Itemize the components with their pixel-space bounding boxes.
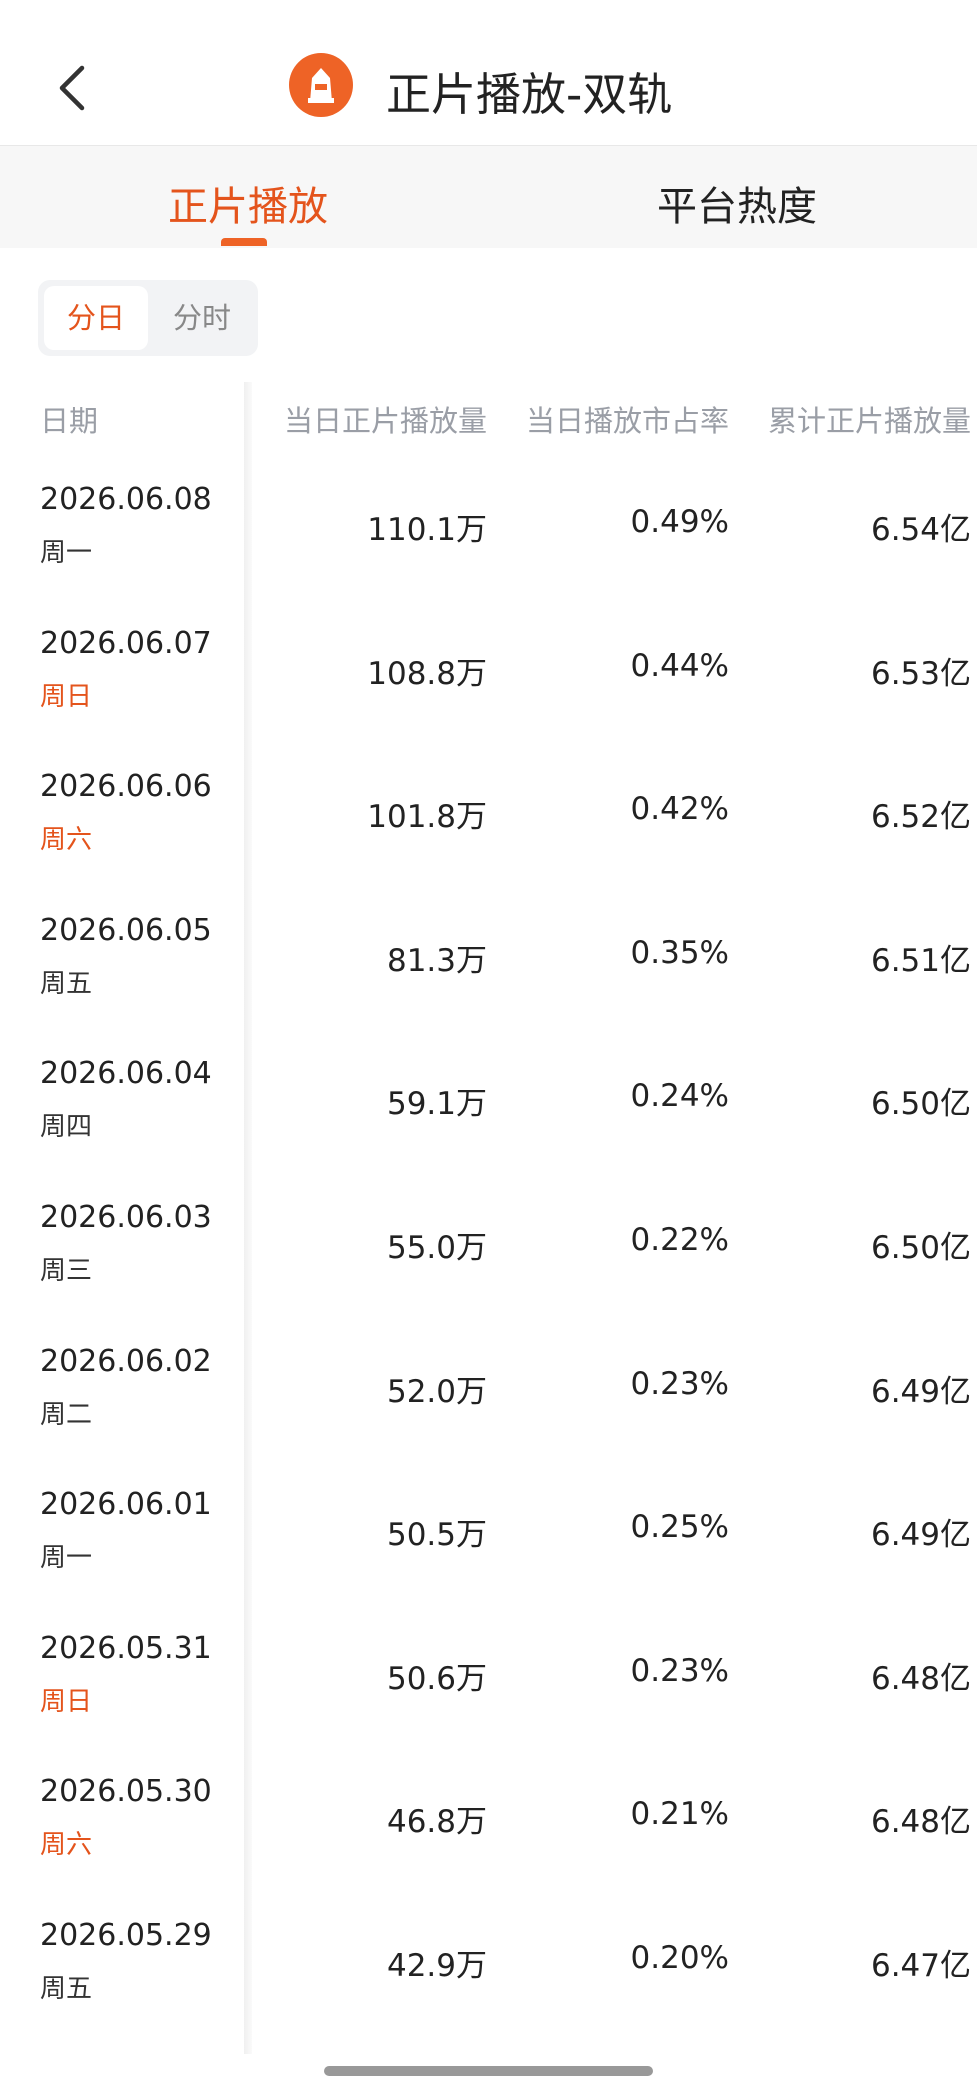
weekday: 周一 (40, 538, 93, 568)
cell-value: 0.25% (630, 1509, 729, 1546)
cell-value: 6.51亿 (870, 942, 971, 979)
weekday: 周二 (40, 1399, 93, 1430)
tab[interactable]: 正片播放 (168, 184, 328, 230)
cell-value: 6.53亿 (870, 655, 971, 692)
segment[interactable]: 分日 (44, 286, 148, 350)
cell-value: 50.6万 (386, 1660, 487, 1697)
cell-value: 6.48亿 (870, 1804, 971, 1841)
cell-value: 110.1万 (367, 512, 487, 548)
date: 2026.06.06 (40, 769, 212, 805)
weekday: 周一 (40, 1543, 93, 1574)
weekday: 周五 (40, 968, 93, 999)
date: 2026.05.31 (40, 1630, 212, 1666)
date: 2026.06.02 (40, 1343, 212, 1379)
cell-value: 6.54亿 (870, 512, 971, 548)
column-header: 累计正片播放量 (767, 404, 971, 438)
tab-bar: 正片播放 平台热度 (0, 146, 977, 248)
cell-value: 0.23% (630, 1652, 729, 1689)
segmented-control: 分日 分时 (38, 280, 258, 356)
column-header: 当日播放市占率 (525, 404, 729, 438)
weekday: 周日 (40, 1686, 93, 1717)
cell-value: 0.23% (630, 1365, 729, 1402)
column-divider (244, 382, 252, 2054)
cell-value: 6.52亿 (870, 799, 971, 836)
cell-value: 0.22% (630, 1222, 729, 1258)
cell-value: 59.1万 (386, 1086, 487, 1123)
weekday: 周五 (40, 1974, 93, 2004)
cell-value: 6.49亿 (870, 1517, 971, 1554)
tab[interactable]: 平台热度 (657, 184, 817, 230)
cell-value: 52.0万 (386, 1373, 487, 1410)
cell-value: 6.50亿 (870, 1230, 971, 1266)
segment[interactable]: 分时 (172, 301, 231, 335)
page-title: 正片播放-双轨 (386, 68, 673, 121)
weekday: 周四 (40, 1112, 93, 1143)
cell-value: 42.9万 (386, 1948, 487, 1984)
column-header: 当日正片播放量 (283, 404, 487, 438)
app-icon (289, 53, 353, 117)
column-header: 日期 (40, 404, 99, 438)
weekday: 周六 (40, 825, 93, 856)
cell-value: 0.44% (630, 647, 729, 684)
date: 2026.06.08 (40, 482, 212, 517)
cell-value: 6.49亿 (870, 1373, 971, 1410)
back-button[interactable] (56, 64, 88, 112)
cell-value: 55.0万 (386, 1230, 487, 1266)
date: 2026.06.01 (40, 1487, 212, 1523)
cell-value: 6.48亿 (870, 1660, 971, 1697)
cell-value: 81.3万 (386, 942, 487, 979)
date: 2026.05.29 (40, 1918, 212, 1953)
weekday: 周三 (40, 1256, 93, 1286)
cell-value: 0.20% (630, 1940, 729, 1976)
date: 2026.06.04 (40, 1056, 212, 1092)
cell-value: 6.50亿 (870, 1086, 971, 1123)
weekday: 周日 (40, 681, 93, 712)
cell-value: 0.24% (630, 1078, 729, 1115)
date: 2026.05.30 (40, 1774, 212, 1810)
cell-value: 46.8万 (386, 1804, 487, 1841)
header: 正片播放-双轨 (0, 0, 977, 146)
cell-value: 108.8万 (367, 655, 487, 692)
home-indicator (324, 2066, 653, 2076)
weekday: 周六 (40, 1830, 93, 1861)
cell-value: 0.21% (630, 1796, 729, 1833)
date: 2026.06.03 (40, 1200, 212, 1235)
cell-value: 50.5万 (386, 1517, 487, 1554)
tab-indicator (221, 238, 267, 246)
cell-value: 0.49% (630, 504, 729, 540)
cell-value: 101.8万 (367, 799, 487, 836)
cell-value: 0.42% (630, 791, 729, 828)
date: 2026.06.07 (40, 625, 212, 661)
cell-value: 0.35% (630, 934, 729, 971)
date: 2026.06.05 (40, 912, 212, 948)
cell-value: 6.47亿 (870, 1948, 971, 1984)
